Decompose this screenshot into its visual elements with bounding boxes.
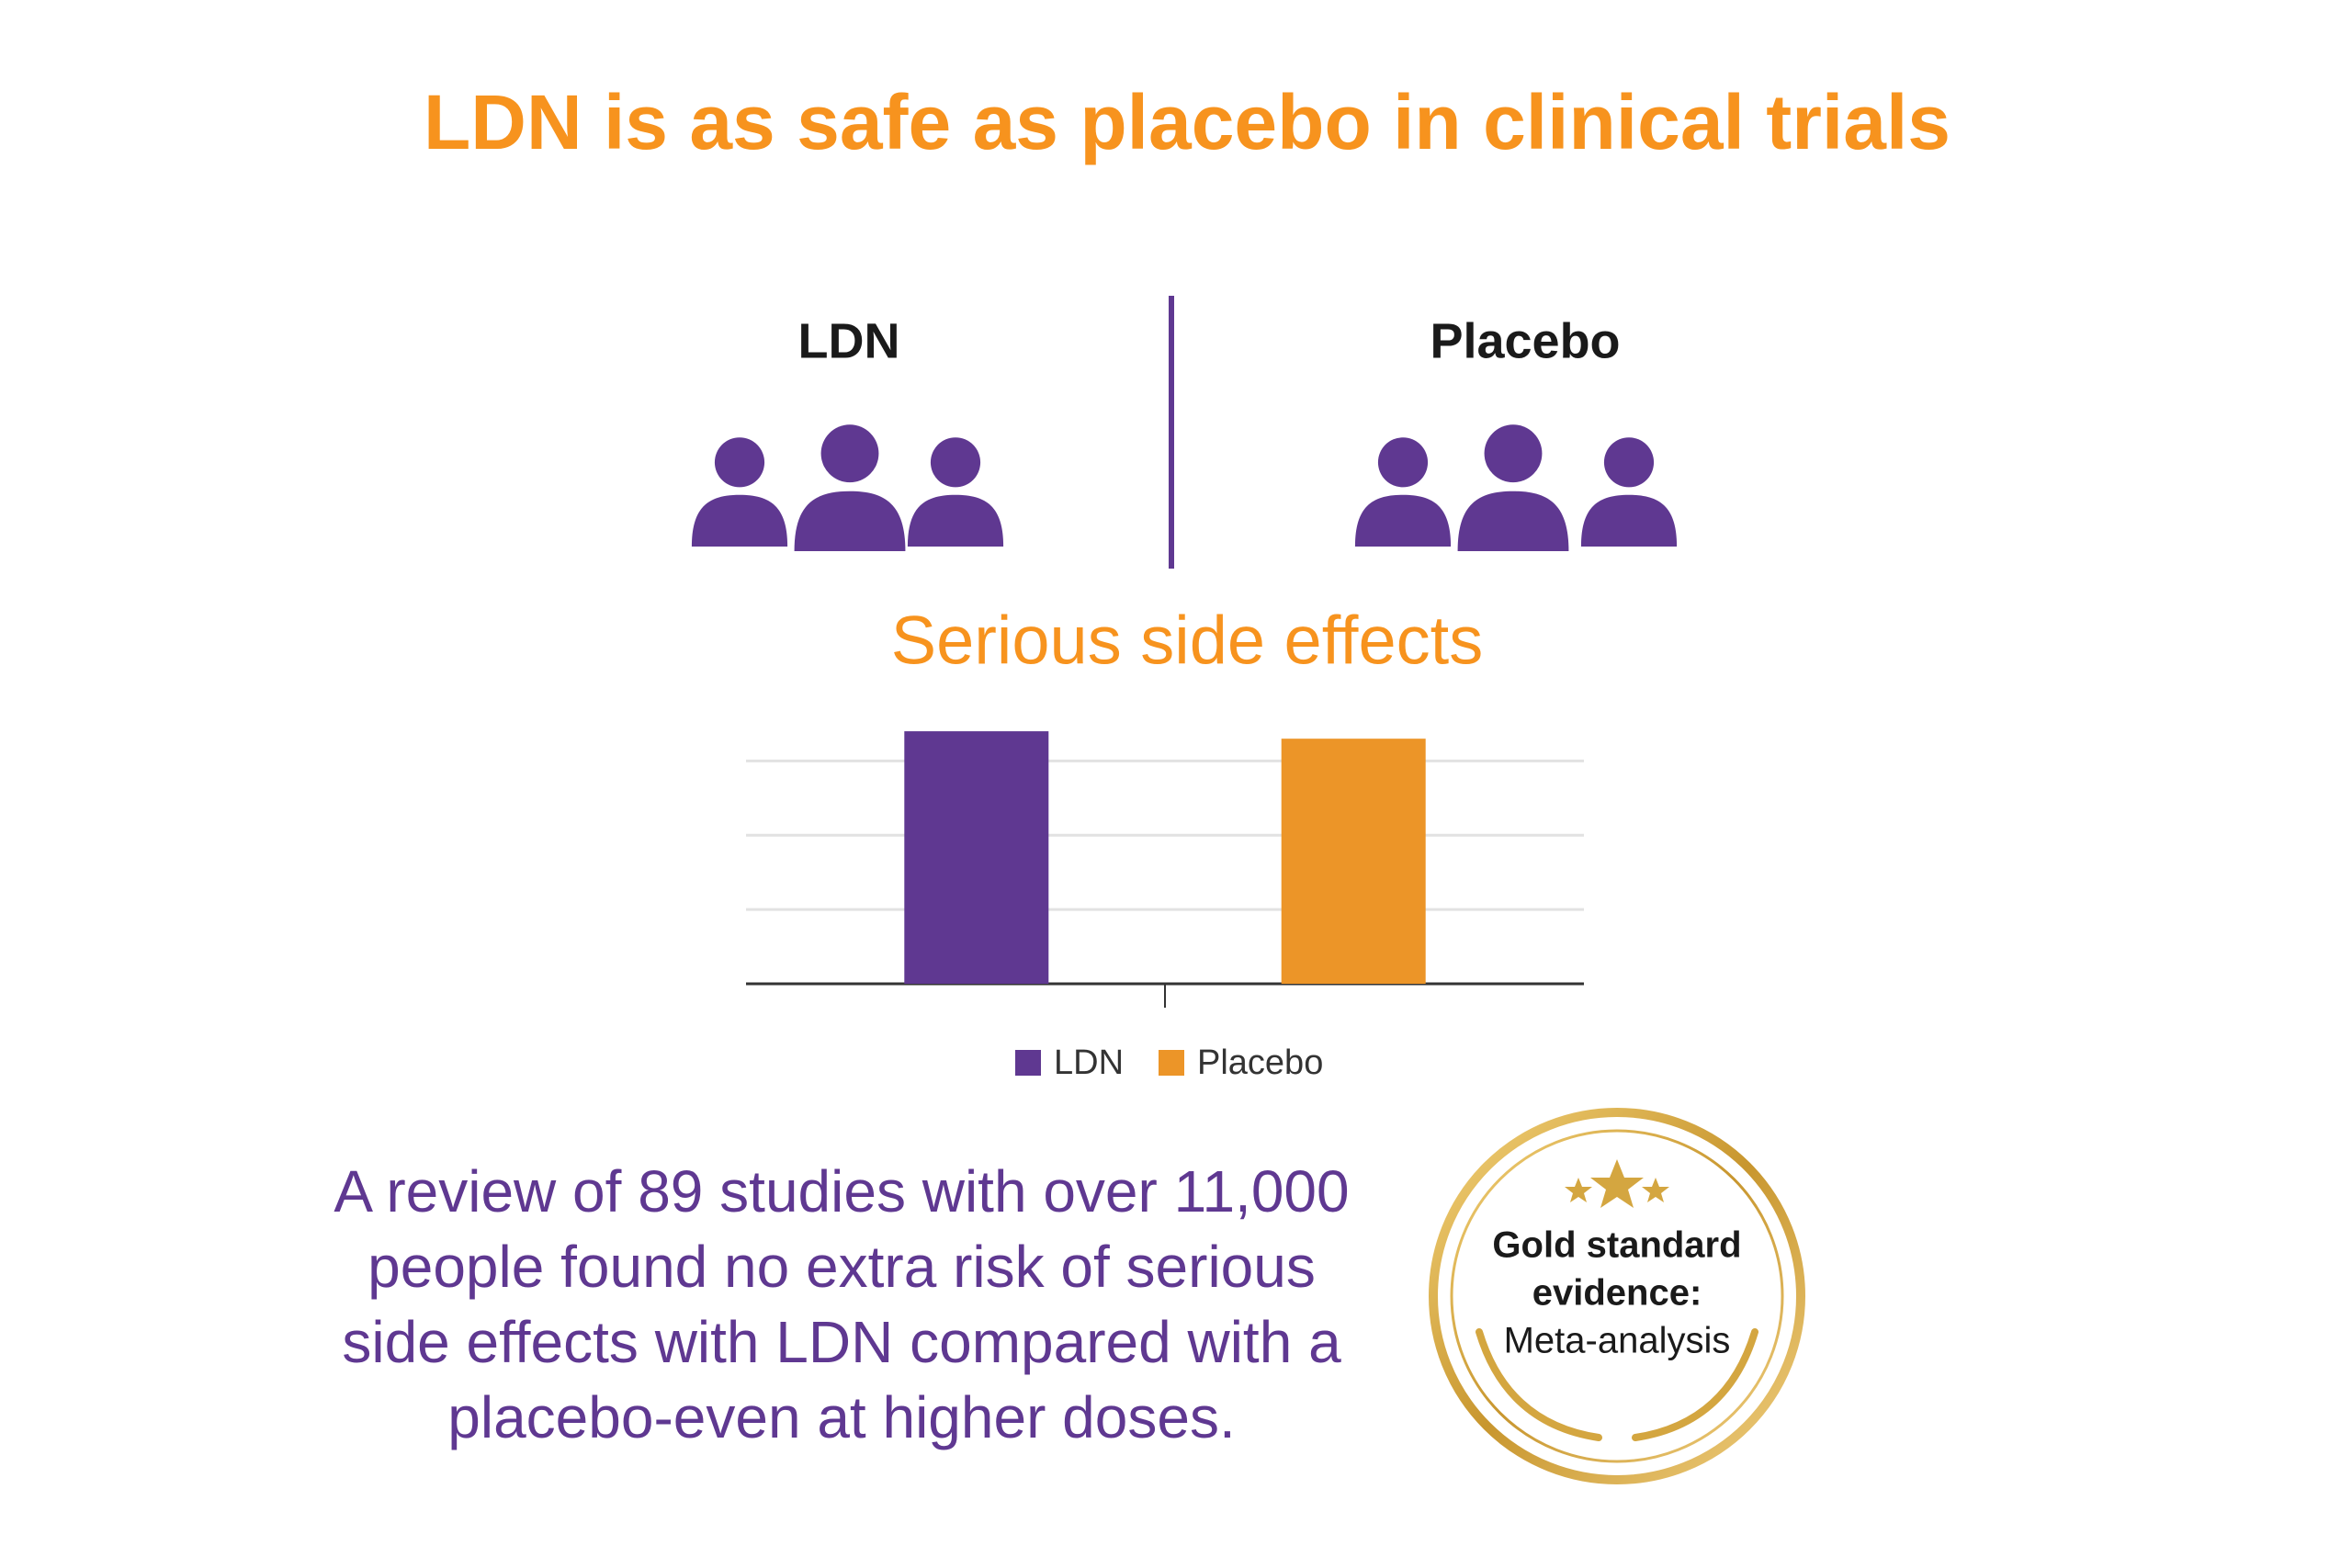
group-label: LDN xyxy=(798,313,900,368)
caption-line: placebo-even at higher doses. xyxy=(447,1384,1235,1450)
badge-text: Meta-analysis xyxy=(1504,1321,1731,1361)
badge-text: Gold standard xyxy=(1492,1225,1741,1266)
caption-line: people found no extra risk of serious xyxy=(368,1234,1316,1300)
chart-title: Serious side effects xyxy=(891,603,1483,679)
legend-swatch xyxy=(1015,1050,1041,1076)
legend-label: LDN xyxy=(1054,1043,1124,1082)
plot: LDN Placebo xyxy=(746,731,1584,1082)
badge-text: evidence: xyxy=(1532,1273,1702,1314)
caption-line: side effects with LDN compared with a xyxy=(342,1309,1341,1375)
bar xyxy=(1281,739,1426,984)
laurel xyxy=(1476,1328,1758,1441)
person-icon xyxy=(794,424,906,551)
person-icon xyxy=(1457,424,1569,551)
people-icons xyxy=(691,424,1678,551)
caption: A review of 89 studies with over 11,000 p… xyxy=(334,1158,1349,1450)
person-icon xyxy=(1354,437,1452,547)
person-icon xyxy=(691,437,788,547)
legend-swatch xyxy=(1159,1050,1184,1076)
person-icon xyxy=(907,437,1004,547)
title: LDN is as safe as placebo in clinical tr… xyxy=(424,79,1951,165)
person-icon xyxy=(1580,437,1678,547)
legend-label: Placebo xyxy=(1197,1043,1323,1082)
badge-stars xyxy=(1565,1159,1669,1208)
badge: Gold standard evidence: Meta-analysis xyxy=(1429,1108,1805,1484)
badge-ring xyxy=(1429,1108,1805,1484)
caption-line: A review of 89 studies with over 11,000 xyxy=(334,1158,1349,1224)
group-label: Placebo xyxy=(1430,313,1620,368)
bar xyxy=(904,731,1049,984)
badge-inner-ring xyxy=(1450,1129,1784,1463)
